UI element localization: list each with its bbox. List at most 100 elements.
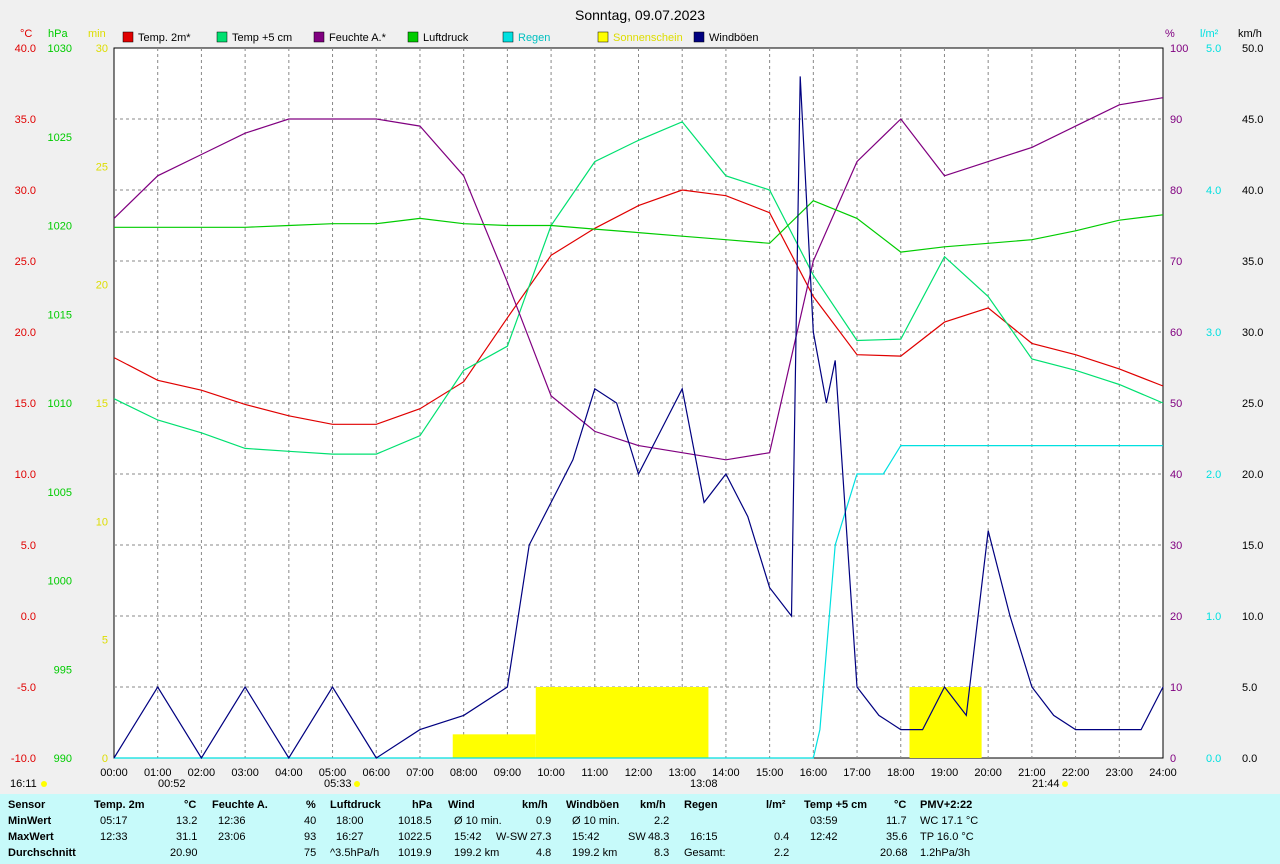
legend-label: Temp +5 cm [232,32,292,44]
x-tick-label: 17:00 [843,767,871,779]
x-tick-label: 10:00 [537,767,565,779]
legend-label: Regen [518,32,550,44]
y-tick-temp_c: 30.0 [15,185,36,197]
wind-avg: 4.8 [536,847,552,859]
y-tick-wind_kmh: 45.0 [1242,114,1263,126]
regen-unit: l/m² [766,799,786,811]
pmv-tp: TP 16.0 °C [920,831,974,843]
y-tick-temp_c: 10.0 [15,469,36,481]
temp5-avg: 20.68 [880,847,908,859]
x-tick-label: 19:00 [931,767,959,779]
y-tick-rain_lm2: 4.0 [1206,185,1221,197]
x-tick-label: 18:00 [887,767,915,779]
row-label-max: MaxWert [8,831,54,843]
row-label-avg: Durchschnitt [8,847,76,859]
sunrise-icon [354,781,360,787]
temp2m-min-time: 05:17 [100,815,128,827]
temp2m-max-time: 12:33 [100,831,128,843]
unit-pressure: hPa [48,28,68,40]
unit-wind: km/h [1238,28,1262,40]
druck-min: 1018.5 [398,815,432,827]
y-tick-sun_min: 0 [102,753,108,765]
y-tick-temp_c: 0.0 [21,611,36,623]
x-tick-label: 15:00 [756,767,784,779]
x-tick-label: 00:00 [100,767,128,779]
unit-sun: min [88,28,106,40]
x-tick-label: 03:00 [231,767,259,779]
legend-label: Luftdruck [423,32,469,44]
series-line-temp-2m- [113,189,1164,425]
y-tick-sun_min: 5 [102,635,108,647]
y-tick-pressure_hpa: 1015 [48,309,72,321]
y-tick-temp_c: 5.0 [21,540,36,552]
legend-swatch [407,31,419,43]
temp5-min: 11.7 [886,815,907,827]
legend-swatch [313,31,325,43]
legend-label: Feuchte A.* [329,32,387,44]
series-line-windb-en [113,76,1164,760]
x-tick-label: 12:00 [625,767,653,779]
x-tick-label: 09:00 [494,767,522,779]
sunset-icon [1062,781,1068,787]
legend-swatch [502,31,514,43]
y-tick-humidity_pct: 20 [1170,611,1182,623]
regen-total: 2.2 [774,847,790,859]
y-tick-pressure_hpa: 1010 [48,398,72,410]
y-tick-wind_kmh: 30.0 [1242,327,1263,339]
temp2m-max: 31.1 [176,831,198,843]
y-tick-pressure_hpa: 1025 [48,132,72,144]
y-tick-temp_c: -5.0 [17,682,36,694]
x-tick-label: 05:00 [319,767,347,779]
y-tick-humidity_pct: 70 [1170,256,1182,268]
y-tick-wind_kmh: 25.0 [1242,398,1263,410]
temp5-max: 35.6 [886,831,908,843]
y-tick-pressure_hpa: 1000 [48,576,72,588]
marker-sunset: 21:44 [1032,778,1060,790]
y-tick-pressure_hpa: 1020 [48,221,72,233]
feuchte-max: 93 [304,831,317,843]
y-tick-humidity_pct: 50 [1170,398,1182,410]
y-tick-wind_kmh: 15.0 [1242,540,1263,552]
y-tick-rain_lm2: 1.0 [1206,611,1221,623]
x-tick-label: 13:00 [668,767,696,779]
y-tick-temp_c: 15.0 [15,398,36,410]
temp2m-header: Temp. 2m [94,799,145,811]
regen-max-time: 16:15 [690,831,718,843]
row-label-min: MinWert [8,815,52,827]
unit-rain: l/m² [1200,28,1219,40]
druck-max: 1022.5 [398,831,432,843]
legend-label: Windböen [709,32,759,44]
regen-max: 0.4 [774,831,790,843]
wind-max-time: 15:42 [454,831,482,843]
x-tick-label: 01:00 [144,767,172,779]
druck-avg-label: ^3.5hPa/h [330,847,380,859]
wind-km: 199.2 km [454,847,500,859]
legend-swatch [216,31,228,43]
x-tick-label: 21:00 [1018,767,1046,779]
druck-unit: hPa [412,799,433,811]
feuchte-avg: 75 [304,847,317,859]
unit-temp: °C [20,28,32,40]
x-tick-label: 20:00 [974,767,1002,779]
druck-min-time: 18:00 [336,815,364,827]
feuchte-unit: % [306,799,316,811]
y-tick-temp_c: 20.0 [15,327,36,339]
wind-min-label: Ø 10 min. [454,815,502,827]
row-label-sensor: Sensor [8,799,46,811]
y-tick-wind_kmh: 0.0 [1242,753,1257,765]
boeen-km: 199.2 km [572,847,618,859]
y-tick-sun_min: 15 [96,398,108,410]
boeen-max-time: 15:42 [572,831,600,843]
temp5-max-time: 12:42 [810,831,838,843]
y-tick-rain_lm2: 3.0 [1206,327,1221,339]
boeen-max: 48.3 [648,831,670,843]
unit-humidity: % [1165,28,1175,40]
y-tick-temp_c: 35.0 [15,114,36,126]
y-tick-pressure_hpa: 1005 [48,487,72,499]
series-line-feuchte-a- [113,97,1164,461]
tick-labels: 00:00 01:00 02:00 03:00 04:00 05:00 06:00 07:00… [11,43,1264,779]
y-tick-rain_lm2: 0.0 [1206,753,1221,765]
temp5-min-time: 03:59 [810,815,838,827]
y-tick-sun_min: 10 [96,516,108,528]
x-tick-label: 02:00 [188,767,216,779]
